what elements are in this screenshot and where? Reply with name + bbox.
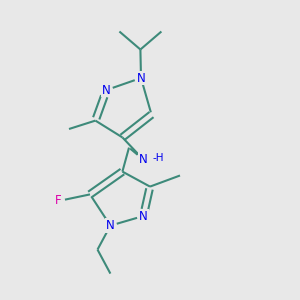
Text: N: N bbox=[136, 71, 146, 85]
Text: N: N bbox=[139, 153, 148, 166]
Text: N: N bbox=[102, 83, 111, 97]
Text: N: N bbox=[106, 219, 115, 232]
Text: F: F bbox=[55, 194, 62, 208]
Text: -H: -H bbox=[152, 153, 164, 163]
Text: N: N bbox=[139, 209, 148, 223]
